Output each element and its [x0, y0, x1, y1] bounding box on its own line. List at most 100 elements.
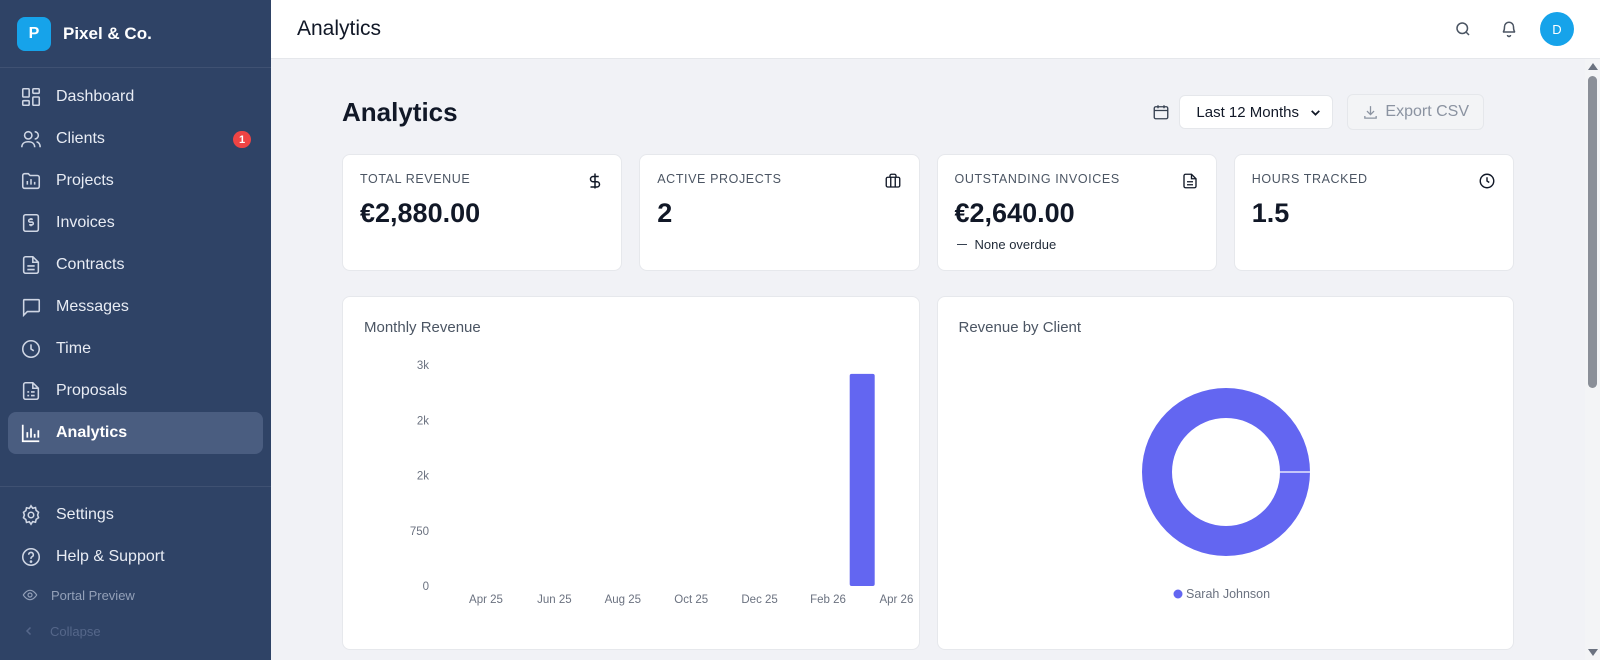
- y-tick-label: 0: [423, 581, 429, 593]
- portal-preview-label: Portal Preview: [51, 587, 135, 603]
- sidebar-item-label: Time: [56, 340, 91, 357]
- brand[interactable]: P Pixel & Co.: [0, 0, 271, 68]
- stat-value: 2: [657, 198, 673, 228]
- x-tick-label: Feb 26: [810, 594, 846, 606]
- x-tick-label: Apr 25: [469, 594, 503, 606]
- sidebar-item-help[interactable]: Help & Support: [8, 536, 263, 578]
- chevron-down-icon: [1311, 110, 1321, 116]
- chevron-left-icon: [25, 626, 32, 636]
- header-actions: D: [1428, 12, 1574, 46]
- sidebar-item-label: Help & Support: [56, 548, 165, 565]
- sidebar-item-label: Contracts: [56, 256, 125, 273]
- clock-icon: [21, 339, 41, 359]
- stat-value: 1.5: [1251, 198, 1290, 228]
- invoice-icon: [22, 213, 40, 233]
- y-tick-label: 3k: [417, 360, 429, 372]
- revenue-by-client-panel: Revenue by Client Sarah Johnson: [936, 296, 1514, 650]
- message-icon: [22, 298, 41, 318]
- stat-card-total-revenue: TOTAL REVENUE €2,880.00: [342, 154, 623, 271]
- x-tick-label: Jun 25: [537, 594, 572, 606]
- stat-label: OUTSTANDING INVOICES: [954, 172, 1120, 186]
- gear-icon: [22, 504, 40, 526]
- help-icon: [21, 547, 41, 567]
- brand-logo: P: [17, 16, 51, 51]
- sidebar-nav: Dashboard Clients 1 Projects Invoices Co…: [0, 68, 271, 454]
- export-csv-button[interactable]: Export CSV: [1347, 94, 1484, 130]
- y-tick-label: 2k: [417, 471, 429, 483]
- calendar-icon: [1153, 105, 1169, 120]
- chart-bar[interactable]: [849, 373, 875, 586]
- sidebar-item-label: Analytics: [56, 424, 128, 441]
- pie-slice[interactable]: [1141, 388, 1310, 556]
- eye-icon: [22, 589, 38, 601]
- legend-item[interactable]: Sarah Johnson: [1173, 587, 1270, 601]
- stat-card-active-projects: ACTIVE PROJECTS 2: [639, 154, 920, 271]
- dash-icon: [956, 243, 967, 246]
- topbar: Analytics D: [271, 0, 1600, 59]
- stat-label: TOTAL REVENUE: [360, 172, 471, 186]
- scrollbar[interactable]: [1585, 59, 1600, 660]
- briefcase-icon: [885, 173, 900, 188]
- sidebar-item-time[interactable]: Time: [8, 328, 263, 370]
- sidebar-item-invoices[interactable]: Invoices: [8, 202, 263, 244]
- chart-panels: Monthly Revenue 0 750 2k 2k 3k Apr 25 Jun 25 Au…: [342, 296, 1514, 650]
- date-range-value: Last 12 Months: [1196, 103, 1299, 121]
- x-tick-label: Aug 25: [605, 594, 641, 606]
- sidebar-divider: [0, 486, 271, 487]
- scroll-up-icon[interactable]: [1588, 63, 1598, 70]
- sidebar-item-label: Invoices: [56, 214, 115, 231]
- stat-value: €2,880.00: [360, 198, 481, 228]
- legend-label: Sarah Johnson: [1186, 587, 1270, 601]
- collapse-label: Collapse: [50, 623, 101, 639]
- legend-swatch: [1173, 589, 1182, 599]
- sidebar-item-label: Proposals: [56, 382, 128, 399]
- brand-name: Pixel & Co.: [63, 23, 152, 43]
- page-header: Analytics Last 12 Months Export CSV: [342, 93, 1484, 131]
- file-icon: [1183, 173, 1197, 189]
- notifications-button[interactable]: [1498, 18, 1520, 40]
- x-tick-label: Apr 26: [879, 594, 913, 606]
- search-button[interactable]: [1452, 18, 1474, 40]
- chart-title: Revenue by Client: [958, 319, 1082, 336]
- y-tick-label: 2k: [417, 415, 429, 427]
- date-range-select[interactable]: Last 12 Months: [1179, 95, 1334, 129]
- stat-label: ACTIVE PROJECTS: [657, 172, 782, 186]
- dollar-icon: [590, 173, 601, 189]
- stat-label: HOURS TRACKED: [1251, 172, 1368, 186]
- scroll-down-icon[interactable]: [1588, 649, 1598, 656]
- sidebar-item-proposals[interactable]: Proposals: [8, 370, 263, 412]
- monthly-revenue-chart: 0 750 2k 2k 3k Apr 25 Jun 25 Aug 25 Oct 25 Dec 25…: [410, 360, 914, 606]
- sidebar-item-contracts[interactable]: Contracts: [8, 244, 263, 286]
- x-tick-label: Dec 25: [741, 594, 777, 606]
- proposal-icon: [22, 381, 40, 401]
- chart-title: Monthly Revenue: [364, 319, 481, 336]
- collapse-sidebar-button[interactable]: Collapse: [0, 618, 271, 644]
- sidebar-item-analytics[interactable]: Analytics: [8, 412, 263, 454]
- sidebar-item-projects[interactable]: Projects: [8, 160, 263, 202]
- sidebar-item-messages[interactable]: Messages: [8, 286, 263, 328]
- revenue-by-client-chart: Sarah Johnson: [1141, 388, 1310, 601]
- dashboard-icon: [21, 87, 41, 107]
- sidebar-item-label: Projects: [56, 172, 114, 189]
- page-title: Analytics: [342, 96, 458, 127]
- header-title: Analytics: [297, 17, 382, 40]
- avatar[interactable]: D: [1540, 12, 1574, 46]
- search-icon: [1456, 22, 1470, 36]
- monthly-revenue-panel: Monthly Revenue 0 750 2k 2k 3k Apr 25 Jun 25 Au…: [342, 296, 920, 650]
- sidebar-item-settings[interactable]: Settings: [8, 494, 263, 536]
- portal-preview-link[interactable]: Portal Preview: [0, 580, 271, 610]
- projects-icon: [21, 172, 41, 190]
- bell-icon: [1502, 21, 1516, 38]
- stat-note: None overdue: [955, 237, 1199, 252]
- stat-card-outstanding-invoices: OUTSTANDING INVOICES €2,640.00 None over…: [936, 154, 1217, 271]
- scroll-thumb[interactable]: [1588, 76, 1597, 388]
- y-tick-label: 750: [410, 526, 429, 538]
- sidebar-item-label: Clients: [56, 130, 105, 147]
- sidebar-item-clients[interactable]: Clients 1: [8, 118, 263, 160]
- sidebar-item-dashboard[interactable]: Dashboard: [8, 76, 263, 118]
- sidebar-bottom: Settings Help & Support Portal Preview C…: [0, 494, 271, 644]
- chart-icon: [21, 424, 40, 443]
- sidebar: P Pixel & Co. Dashboard Clients 1 Projec…: [0, 0, 271, 660]
- stat-value: €2,640.00: [954, 198, 1075, 228]
- stat-note-text: None overdue: [974, 237, 1057, 252]
